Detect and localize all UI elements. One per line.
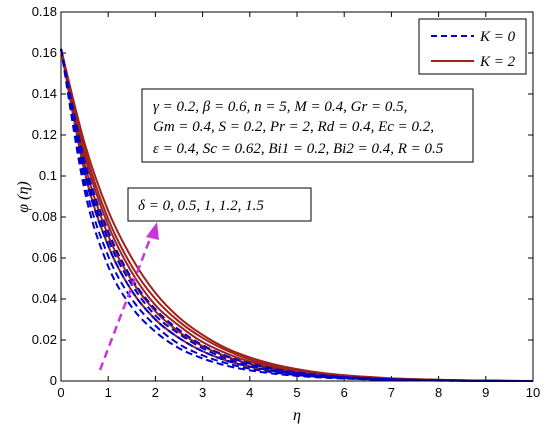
delta-arrow xyxy=(98,222,159,371)
y-tick-label: 0.1 xyxy=(39,168,57,183)
delta-label-frame xyxy=(127,187,312,222)
y-axis-label: φ (η) xyxy=(15,181,32,212)
x-tick-label: 0 xyxy=(57,385,64,400)
x-tick-label: 5 xyxy=(293,385,300,400)
parameter-line-1: γ = 0.2, β = 0.6, n = 5, M = 0.4, Gr = 0… xyxy=(153,99,407,115)
x-tick-label: 4 xyxy=(246,385,253,400)
y-tick-label: 0.06 xyxy=(32,250,57,265)
y-tick-label: 0.08 xyxy=(32,209,57,224)
ticks-layer: 0 1 2 3 4 5 6 7 8 9 10 0 0.02 0.04 0.06 0.08 0.1 0.12 0.14… xyxy=(32,4,541,400)
y-tick-label: 0.18 xyxy=(32,4,57,19)
delta-label-text: δ = 0, 0.5, 1, 1.2, 1.5 xyxy=(138,198,264,214)
parameter-box: γ = 0.2, β = 0.6, n = 5, M = 0.4, Gr = 0… xyxy=(141,88,474,163)
x-tick-label: 7 xyxy=(388,385,395,400)
y-tick-label: 0 xyxy=(50,373,57,388)
plot-frame xyxy=(60,11,534,382)
delta-label-box: δ = 0, 0.5, 1, 1.2, 1.5 xyxy=(127,187,312,222)
delta-arrow-shaft xyxy=(98,230,155,371)
y-tick-label: 0.04 xyxy=(32,291,57,306)
legend-frame xyxy=(418,18,527,75)
x-tick-label: 1 xyxy=(105,385,112,400)
parameter-line-2: Gm = 0.4, S = 0.2, Pr = 2, Rd = 0.4, Ec … xyxy=(153,119,434,135)
y-tick-label: 0.12 xyxy=(32,127,57,142)
x-tick-label: 8 xyxy=(435,385,442,400)
series-line xyxy=(60,48,534,383)
x-tick-label: 2 xyxy=(152,385,159,400)
parameter-box-frame xyxy=(141,88,474,163)
x-tick-label: 9 xyxy=(482,385,489,400)
parameter-line-3: ε = 0.4, Sc = 0.62, Bi1 = 0.2, Bi2 = 0.4… xyxy=(153,141,444,157)
x-tick-label: 6 xyxy=(341,385,348,400)
legend: K = 0 K = 2 xyxy=(418,18,527,75)
legend-label-k2: K = 2 xyxy=(479,54,516,70)
y-tick-label: 0.02 xyxy=(32,332,57,347)
y-tick-label: 0.14 xyxy=(32,86,57,101)
y-tick-label: 0.16 xyxy=(32,45,57,60)
x-tick-label: 10 xyxy=(526,385,540,400)
series-line xyxy=(60,48,534,383)
x-tick-label: 3 xyxy=(199,385,206,400)
x-axis-label: η xyxy=(293,407,301,424)
legend-label-k0: K = 0 xyxy=(479,29,516,45)
delta-arrow-head xyxy=(146,222,159,240)
